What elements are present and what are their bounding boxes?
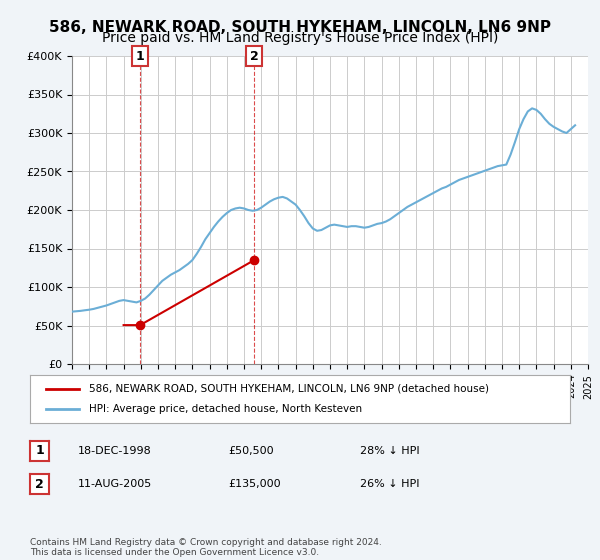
Text: 2: 2 xyxy=(250,49,259,63)
Text: Contains HM Land Registry data © Crown copyright and database right 2024.
This d: Contains HM Land Registry data © Crown c… xyxy=(30,538,382,557)
Text: 11-AUG-2005: 11-AUG-2005 xyxy=(78,479,152,489)
Text: 26% ↓ HPI: 26% ↓ HPI xyxy=(360,479,419,489)
Text: 28% ↓ HPI: 28% ↓ HPI xyxy=(360,446,419,456)
Text: £50,500: £50,500 xyxy=(228,446,274,456)
Text: 1: 1 xyxy=(35,444,44,458)
Text: HPI: Average price, detached house, North Kesteven: HPI: Average price, detached house, Nort… xyxy=(89,404,362,414)
Text: 586, NEWARK ROAD, SOUTH HYKEHAM, LINCOLN, LN6 9NP (detached house): 586, NEWARK ROAD, SOUTH HYKEHAM, LINCOLN… xyxy=(89,384,490,394)
Text: Price paid vs. HM Land Registry's House Price Index (HPI): Price paid vs. HM Land Registry's House … xyxy=(102,31,498,45)
Text: 1: 1 xyxy=(136,49,145,63)
Text: £135,000: £135,000 xyxy=(228,479,281,489)
Text: 2: 2 xyxy=(35,478,44,491)
Text: 18-DEC-1998: 18-DEC-1998 xyxy=(78,446,152,456)
Text: 586, NEWARK ROAD, SOUTH HYKEHAM, LINCOLN, LN6 9NP: 586, NEWARK ROAD, SOUTH HYKEHAM, LINCOLN… xyxy=(49,20,551,35)
